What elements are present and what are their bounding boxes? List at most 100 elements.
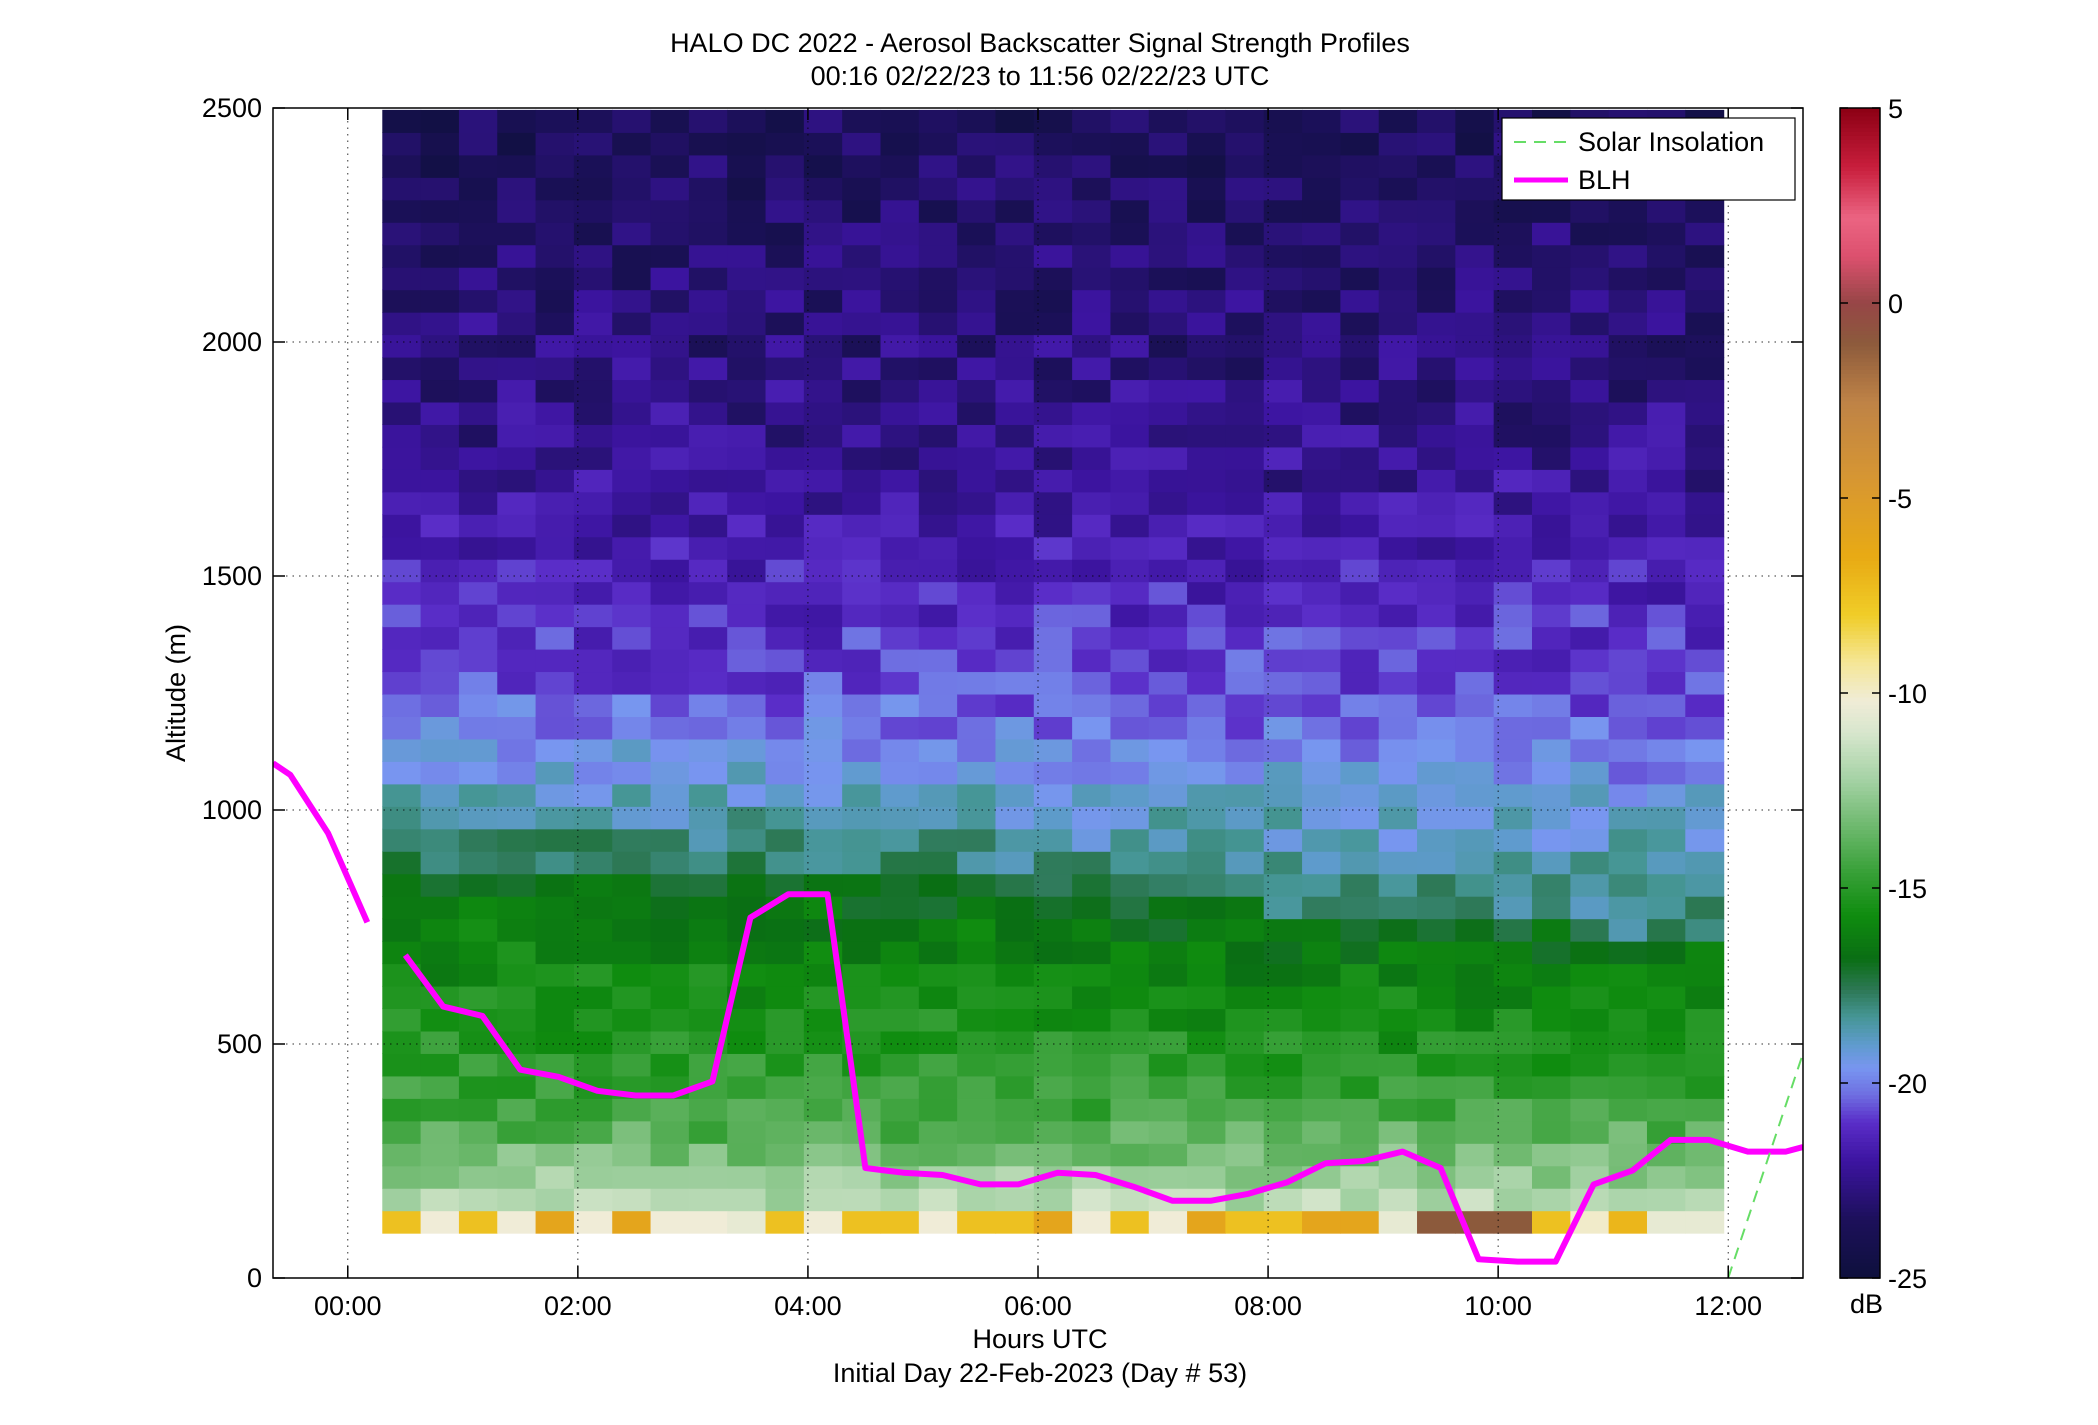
heatmap-cell	[1493, 963, 1533, 987]
heatmap-cell	[765, 379, 805, 403]
heatmap-cell	[995, 177, 1035, 201]
heatmap-cell	[1110, 267, 1150, 291]
heatmap-cell	[1225, 514, 1265, 538]
colorbar-segment	[1840, 256, 1880, 261]
colorbar-segment	[1840, 763, 1880, 768]
heatmap-cell	[573, 963, 613, 987]
heatmap-cell	[1493, 222, 1533, 246]
heatmap-cell	[420, 851, 460, 875]
heatmap-cell	[765, 716, 805, 740]
heatmap-cell	[688, 514, 728, 538]
heatmap-cell	[1263, 1098, 1303, 1122]
heatmap-cell	[497, 626, 537, 650]
heatmap-cell	[420, 896, 460, 920]
heatmap-cell	[1110, 851, 1150, 875]
heatmap-cell	[1263, 896, 1303, 920]
heatmap-cell	[957, 649, 997, 673]
colorbar-segment	[1840, 283, 1880, 288]
colorbar-segment	[1840, 833, 1880, 838]
heatmap-cell	[612, 1120, 652, 1144]
heatmap-cell	[842, 312, 882, 336]
heatmap-cell	[918, 1098, 958, 1122]
heatmap-cell	[1263, 783, 1303, 807]
colorbar-unit-label: dB	[1850, 1289, 1883, 1319]
heatmap-cell	[1263, 1165, 1303, 1189]
heatmap-cell	[1646, 626, 1686, 650]
heatmap-cell	[688, 109, 728, 133]
heatmap-cell	[1570, 267, 1610, 291]
heatmap-cell	[688, 581, 728, 605]
heatmap-cell	[650, 738, 690, 762]
colorbar-segment	[1840, 1067, 1880, 1072]
heatmap-cell	[1570, 1143, 1610, 1167]
heatmap-cell	[1646, 469, 1686, 493]
heatmap-cell	[1493, 896, 1533, 920]
heatmap-cell	[1340, 738, 1380, 762]
heatmap-cell	[957, 109, 997, 133]
heatmap-cell	[765, 1075, 805, 1099]
heatmap-cell	[1685, 604, 1725, 628]
heatmap-cell	[1493, 1210, 1533, 1234]
heatmap-cell	[1646, 267, 1686, 291]
colorbar-segment	[1840, 915, 1880, 920]
heatmap-cell	[765, 1053, 805, 1077]
colorbar-segment	[1840, 1266, 1880, 1271]
colorbar-segment	[1840, 150, 1880, 156]
heatmap-cell	[957, 896, 997, 920]
heatmap-cell	[957, 671, 997, 695]
heatmap-cell	[535, 761, 575, 785]
colorbar-segment	[1840, 205, 1880, 210]
heatmap-cell	[727, 199, 767, 223]
colorbar-segment	[1840, 989, 1880, 994]
heatmap-cell	[1378, 401, 1418, 425]
heatmap-cell	[1493, 1030, 1533, 1054]
heatmap-cell	[420, 1165, 460, 1189]
heatmap-cell	[458, 671, 498, 695]
heatmap-cell	[1646, 716, 1686, 740]
heatmap-cell	[535, 356, 575, 381]
heatmap-cell	[1033, 716, 1073, 740]
heatmap-cell	[1187, 334, 1227, 358]
heatmap-cell	[880, 738, 920, 762]
heatmap-cell	[727, 1098, 767, 1122]
heatmap-cell	[497, 244, 537, 268]
heatmap-cell	[573, 626, 613, 650]
heatmap-cell	[1225, 199, 1265, 223]
heatmap-cell	[1455, 289, 1495, 313]
heatmap-cell	[1225, 716, 1265, 740]
colorbar-segment	[1840, 170, 1880, 175]
heatmap-cell	[880, 693, 920, 717]
heatmap-cell	[918, 312, 958, 336]
heatmap-cell	[420, 1030, 460, 1054]
heatmap-cell	[1417, 267, 1456, 291]
heatmap-cell	[1148, 559, 1188, 583]
heatmap-cell	[842, 873, 882, 897]
heatmap-cell	[1110, 985, 1150, 1010]
heatmap-cell	[842, 222, 882, 246]
heatmap-cell	[1378, 806, 1418, 830]
colorbar-segment	[1840, 373, 1880, 378]
heatmap-cell	[1646, 1210, 1686, 1234]
heatmap-cell	[1187, 1120, 1227, 1144]
heatmap-cell	[1072, 491, 1112, 515]
heatmap-cell	[1072, 514, 1112, 538]
heatmap-cell	[1532, 1210, 1571, 1234]
heatmap-cell	[957, 154, 997, 178]
heatmap-cell	[612, 244, 652, 268]
heatmap-cell	[1072, 649, 1112, 673]
heatmap-cell	[727, 604, 767, 628]
heatmap-cell	[842, 446, 882, 470]
heatmap-cell	[765, 738, 805, 762]
heatmap-cell	[957, 401, 997, 425]
heatmap-cell	[420, 783, 460, 807]
heatmap-cell	[880, 806, 920, 830]
heatmap-cell	[957, 446, 997, 470]
colorbar-segment	[1840, 654, 1880, 659]
heatmap-cell	[995, 222, 1035, 246]
colorbar-segment	[1840, 880, 1880, 885]
heatmap-cell	[1378, 873, 1418, 897]
heatmap-cell	[1608, 1143, 1648, 1167]
heatmap-cell	[573, 334, 613, 358]
heatmap-cell	[842, 1210, 882, 1234]
heatmap-cell	[458, 109, 498, 133]
